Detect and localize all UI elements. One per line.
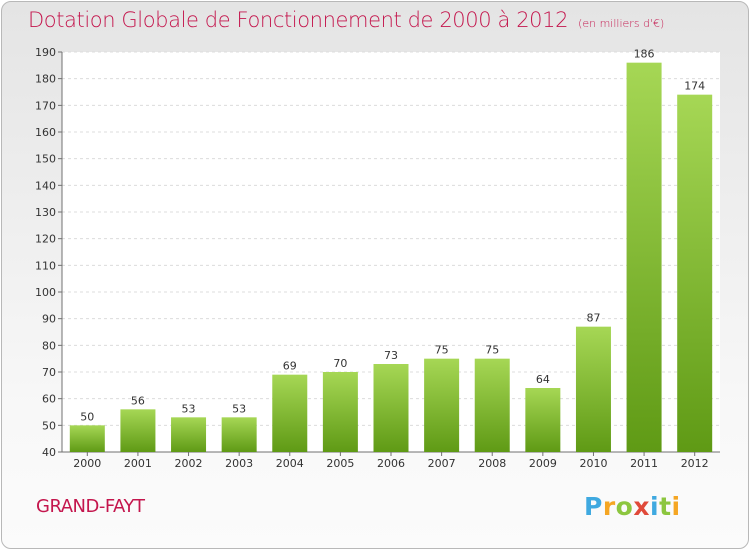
- bar-value-label: 87: [586, 312, 600, 325]
- bar: [322, 372, 358, 452]
- bar: [221, 417, 257, 452]
- y-tick-label: 120: [35, 233, 56, 246]
- x-tick-label: 2005: [326, 457, 354, 470]
- proxiti-logo[interactable]: Proxiti: [584, 492, 681, 521]
- logo-letter: x: [633, 492, 650, 521]
- x-tick-label: 2000: [73, 457, 101, 470]
- x-tick-label: 2008: [478, 457, 506, 470]
- logo-letter: t: [659, 492, 672, 521]
- logo-letter: i: [650, 492, 660, 521]
- bar: [525, 388, 561, 452]
- y-tick-label: 40: [42, 446, 56, 459]
- x-tick-label: 2010: [579, 457, 607, 470]
- bar-value-label: 75: [435, 344, 449, 357]
- bar: [575, 326, 611, 452]
- x-tick-label: 2012: [681, 457, 709, 470]
- x-tick-label: 2006: [377, 457, 405, 470]
- x-tick-label: 2009: [529, 457, 557, 470]
- bar: [677, 94, 713, 453]
- y-tick-label: 100: [35, 286, 56, 299]
- y-tick-label: 180: [35, 73, 56, 86]
- bar: [373, 364, 409, 452]
- bar: [120, 409, 156, 452]
- bar-value-label: 53: [182, 402, 196, 415]
- bar: [272, 374, 308, 452]
- bar-value-label: 50: [80, 410, 94, 423]
- bar-value-label: 75: [485, 344, 499, 357]
- y-tick-label: 50: [42, 419, 56, 432]
- y-tick-label: 80: [42, 339, 56, 352]
- bar: [69, 425, 105, 452]
- y-tick-label: 170: [35, 99, 56, 112]
- y-tick-label: 190: [35, 46, 56, 59]
- chart-unit-subtitle: (en milliers d'€): [578, 17, 665, 30]
- x-tick-label: 2002: [175, 457, 203, 470]
- x-tick-label: 2007: [428, 457, 456, 470]
- logo-letter: P: [584, 492, 603, 521]
- logo-letter: i: [671, 492, 681, 521]
- bar-value-label: 186: [634, 48, 655, 61]
- bar-value-label: 69: [283, 360, 297, 373]
- x-tick-label: 2001: [124, 457, 152, 470]
- x-tick-label: 2004: [276, 457, 304, 470]
- y-tick-label: 130: [35, 206, 56, 219]
- commune-name: GRAND-FAYT: [36, 496, 145, 517]
- logo-letter: o: [615, 492, 634, 521]
- x-tick-label: 2003: [225, 457, 253, 470]
- y-tick-label: 160: [35, 126, 56, 139]
- y-tick-label: 150: [35, 153, 56, 166]
- bar: [424, 358, 460, 452]
- chart-title-text: Dotation Globale de Fonctionnement de 20…: [28, 8, 569, 32]
- bar-value-label: 53: [232, 402, 246, 415]
- bar: [474, 358, 510, 452]
- bar: [171, 417, 207, 452]
- chart-title: Dotation Globale de Fonctionnement de 20…: [28, 8, 664, 32]
- y-tick-label: 60: [42, 393, 56, 406]
- y-tick-label: 70: [42, 366, 56, 379]
- bar: [626, 62, 662, 453]
- bar-value-label: 56: [131, 394, 145, 407]
- y-tick-label: 110: [35, 259, 56, 272]
- y-tick-label: 90: [42, 313, 56, 326]
- logo-letter: r: [602, 492, 616, 521]
- bar-value-label: 73: [384, 349, 398, 362]
- y-tick-label: 140: [35, 179, 56, 192]
- bar-value-label: 64: [536, 373, 550, 386]
- x-tick-label: 2011: [630, 457, 658, 470]
- bar-value-label: 70: [333, 357, 347, 370]
- bar-value-label: 174: [684, 80, 705, 93]
